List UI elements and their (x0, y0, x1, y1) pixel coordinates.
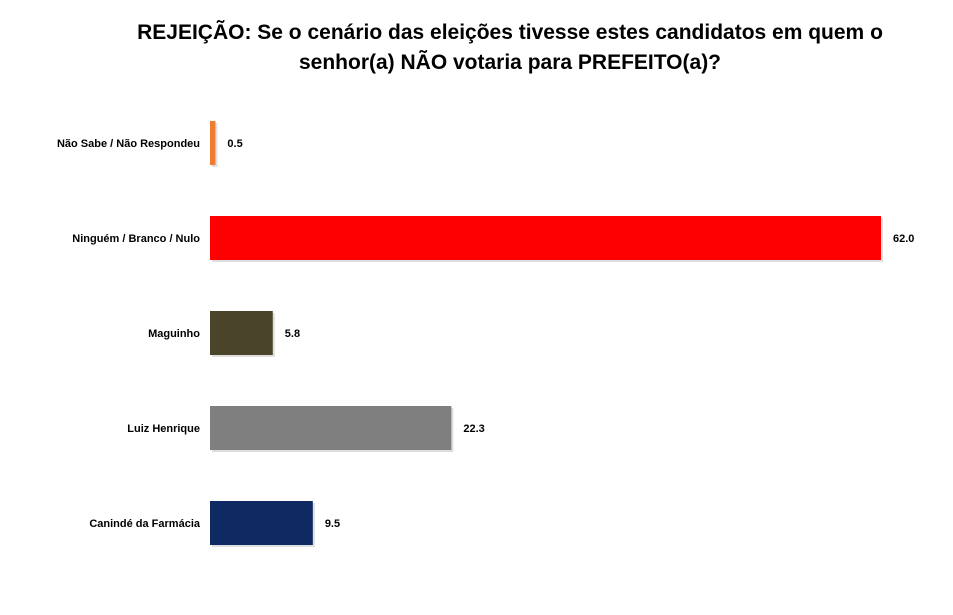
category-label: Luiz Henrique (127, 423, 200, 435)
chart-title-line-1: REJEIÇÃO: Se o cenário das eleições tive… (137, 21, 883, 44)
category-label: Ninguém / Branco / Nulo (72, 233, 200, 245)
category-label: Maguinho (148, 328, 200, 340)
bar-5 (210, 501, 313, 545)
value-label: 22.3 (463, 423, 484, 435)
bar-1 (210, 121, 216, 165)
chart-title: REJEIÇÃO: Se o cenário das eleições tive… (90, 18, 930, 78)
bar-3 (210, 311, 273, 355)
bar-2 (210, 216, 881, 260)
category-label: Não Sabe / Não Respondeu (57, 138, 200, 150)
value-label: 5.8 (285, 328, 300, 340)
chart-title-line-2: senhor(a) NÃO votaria para PREFEITO(a)? (298, 51, 722, 74)
category-label: Canindé da Farmácia (89, 518, 201, 530)
value-label: 9.5 (325, 518, 340, 530)
value-label: 0.5 (227, 138, 242, 150)
value-label: 62.0 (893, 233, 914, 245)
bar-4 (210, 406, 452, 450)
